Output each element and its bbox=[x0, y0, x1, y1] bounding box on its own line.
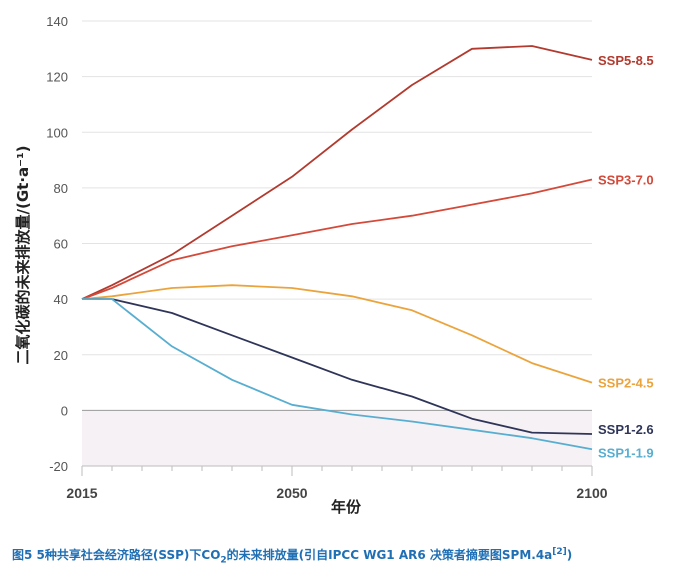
grid-lines bbox=[82, 20, 592, 467]
x-axis-label: 年份 bbox=[331, 498, 362, 516]
y-tick-label: 0 bbox=[61, 403, 68, 418]
caption-citation: [2] bbox=[552, 547, 567, 557]
y-axis-ticks: 140 120 100 80 60 40 20 0 -20 bbox=[46, 14, 68, 474]
series-labels: SSP5-8.5 SSP3-7.0 SSP2-4.5 SSP1-2.6 SSP1-1.9 bbox=[598, 53, 654, 460]
series-line-ssp1-2-6 bbox=[82, 298, 593, 435]
x-tick-label: 2100 bbox=[576, 485, 607, 501]
series-label-ssp1-2-6: SSP1-2.6 bbox=[598, 422, 654, 437]
caption-rest: 的未来排放量(引自IPCC WG1 AR6 决策者摘要图SPM.4a bbox=[226, 548, 553, 562]
y-tick-label: 40 bbox=[54, 292, 68, 307]
series-label-ssp1-1-9: SSP1-1.9 bbox=[598, 445, 654, 460]
series-line-ssp2-4-5 bbox=[81, 284, 593, 384]
negative-region-band bbox=[82, 410, 592, 466]
series-line-ssp1-1-9 bbox=[82, 298, 593, 451]
x-tick-label: 2015 bbox=[66, 485, 97, 501]
chart: 140 120 100 80 60 40 20 0 -20 2015 2050 2100 SSP5-… bbox=[14, 14, 654, 516]
series-line-ssp3-7-0 bbox=[81, 178, 593, 300]
x-axis: 2015 2050 2100 bbox=[66, 465, 608, 501]
figure-caption: 图5 5种共享社会经济路径(SSP)下CO2的未来排放量(引自IPCC WG1 … bbox=[12, 546, 678, 565]
y-tick-label: 80 bbox=[54, 181, 68, 196]
caption-end: ) bbox=[566, 548, 573, 562]
series-lines bbox=[81, 45, 593, 451]
series-line-ssp5-8-5 bbox=[81, 45, 593, 300]
y-tick-label: 120 bbox=[46, 70, 68, 85]
series-label-ssp2-4-5: SSP2-4.5 bbox=[598, 376, 654, 391]
series-label-ssp3-7-0: SSP3-7.0 bbox=[598, 173, 654, 188]
caption-main: 图5 5种共享社会经济路径(SSP)下CO bbox=[12, 548, 221, 562]
x-tick-label: 2050 bbox=[276, 485, 307, 501]
y-tick-label: -20 bbox=[49, 459, 68, 474]
y-tick-label: 60 bbox=[54, 237, 68, 252]
y-tick-label: 100 bbox=[46, 125, 68, 140]
y-tick-label: 140 bbox=[46, 14, 68, 29]
caption-subscript: 2 bbox=[220, 555, 227, 566]
y-tick-label: 20 bbox=[54, 348, 68, 363]
series-label-ssp5-8-5: SSP5-8.5 bbox=[598, 53, 654, 68]
y-axis-label: 二氧化碳的未来排放量/(Gt·a⁻¹) bbox=[14, 146, 32, 365]
